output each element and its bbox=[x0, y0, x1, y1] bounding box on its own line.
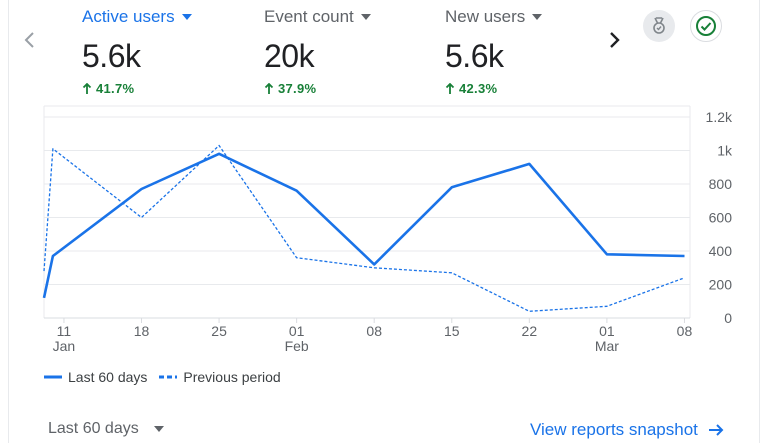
analytics-card bbox=[8, 0, 760, 443]
y-tick-label: 1k bbox=[717, 143, 733, 159]
metric-change: 42.3% bbox=[445, 81, 615, 96]
metric-tab-event-count[interactable]: Event count 20k 37.9% bbox=[264, 4, 434, 96]
insights-button[interactable] bbox=[643, 10, 675, 42]
metric-header[interactable]: Active users bbox=[82, 4, 252, 30]
x-tick-label: 08 bbox=[366, 323, 382, 339]
previous-metric-button[interactable] bbox=[18, 28, 42, 52]
metric-change-value: 42.3% bbox=[459, 81, 498, 96]
insights-icon bbox=[653, 17, 665, 34]
x-tick-label: 22 bbox=[522, 323, 538, 339]
series-line-current bbox=[42, 152, 685, 299]
check-circle-icon bbox=[696, 16, 716, 36]
metric-change: 37.9% bbox=[264, 81, 434, 96]
x-tick-label: 08 bbox=[677, 323, 693, 339]
metric-tab-new-users[interactable]: New users 5.6k 42.3% bbox=[445, 4, 615, 96]
link-label: View reports snapshot bbox=[530, 420, 698, 439]
x-tick-label: 01 bbox=[289, 323, 305, 339]
y-tick-label: 0 bbox=[724, 310, 732, 326]
x-tick-label: 15 bbox=[444, 323, 460, 339]
x-tick-label: 01 bbox=[599, 323, 615, 339]
chart-series bbox=[42, 144, 685, 312]
y-tick-label: 600 bbox=[709, 210, 733, 226]
caret-down-icon bbox=[532, 14, 543, 20]
metric-header[interactable]: Event count bbox=[264, 4, 434, 30]
metric-tab-active-users[interactable]: Active users 5.6k 41.7% bbox=[82, 4, 252, 96]
metric-header[interactable]: New users bbox=[445, 4, 615, 30]
date-range-label: Last 60 days bbox=[48, 420, 139, 437]
caret-down-icon bbox=[181, 14, 192, 20]
y-tick-label: 200 bbox=[709, 277, 733, 293]
legend-label: Last 60 days bbox=[68, 369, 148, 385]
legend-item-previous[interactable]: Previous period bbox=[159, 369, 281, 385]
y-tick-label: 400 bbox=[709, 243, 733, 259]
arrow-up-icon bbox=[445, 82, 455, 94]
chart-grid bbox=[43, 105, 691, 319]
x-tick-label: 18 bbox=[134, 323, 150, 339]
chart-legend: Last 60 days Previous period bbox=[44, 369, 293, 385]
metric-value: 5.6k bbox=[445, 38, 504, 74]
chevron-left-icon bbox=[24, 32, 34, 48]
metric-change: 41.7% bbox=[82, 81, 252, 96]
caret-down-icon bbox=[153, 426, 164, 432]
y-tick-label: 800 bbox=[709, 176, 733, 192]
series-line-previous bbox=[43, 144, 685, 312]
arrow-up-icon bbox=[264, 82, 274, 94]
view-reports-snapshot-link[interactable]: View reports snapshot bbox=[530, 420, 724, 440]
legend-label: Previous period bbox=[183, 369, 281, 385]
x-tick-label: 11 bbox=[57, 323, 72, 339]
metric-label: Event count bbox=[264, 7, 354, 26]
arrow-up-icon bbox=[82, 82, 92, 94]
chevron-right-icon bbox=[610, 32, 620, 48]
next-metric-button[interactable] bbox=[602, 28, 626, 52]
solid-line-swatch bbox=[44, 375, 62, 379]
x-tick-month-label: Feb bbox=[285, 338, 309, 354]
metric-change-value: 37.9% bbox=[278, 81, 317, 96]
metric-label: Active users bbox=[82, 7, 175, 26]
metric-value: 20k bbox=[264, 38, 315, 74]
arrow-right-icon bbox=[708, 424, 724, 436]
metric-label: New users bbox=[445, 7, 526, 26]
date-range-dropdown[interactable]: Last 60 days bbox=[48, 420, 165, 438]
x-tick-label: 25 bbox=[211, 323, 227, 339]
y-axis: 0 200 400 600 800 1k 1.2k bbox=[706, 109, 733, 326]
x-tick-month-label: Mar bbox=[595, 338, 619, 354]
dashed-line-swatch bbox=[159, 375, 178, 379]
status-check-button[interactable] bbox=[690, 10, 722, 42]
metric-change-value: 41.7% bbox=[96, 81, 135, 96]
legend-item-current[interactable]: Last 60 days bbox=[44, 369, 147, 385]
x-tick-month-label: Jan bbox=[53, 338, 76, 354]
caret-down-icon bbox=[360, 14, 371, 20]
y-tick-label: 1.2k bbox=[706, 109, 733, 125]
metric-value: 5.6k bbox=[82, 38, 141, 74]
